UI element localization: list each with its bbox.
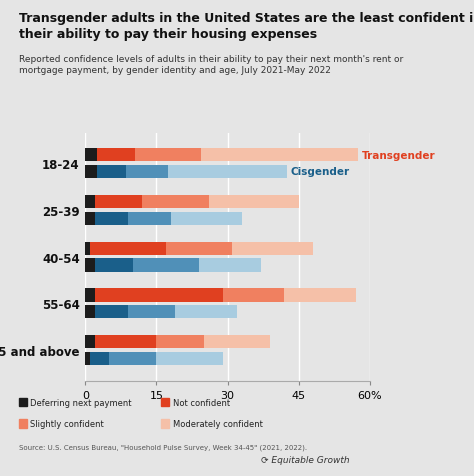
Bar <box>85 242 90 255</box>
Bar <box>95 336 156 348</box>
Bar <box>97 166 126 178</box>
Bar <box>209 195 299 208</box>
Text: ⟳ Equitable Growth: ⟳ Equitable Growth <box>261 455 349 464</box>
Text: Source: U.S. Census Bureau, "Household Pulse Survey, Week 34-45" (2021, 2022).: Source: U.S. Census Bureau, "Household P… <box>19 443 307 450</box>
Bar <box>85 306 95 319</box>
Bar <box>85 336 95 348</box>
Bar <box>90 352 109 366</box>
Bar <box>85 195 95 208</box>
Bar <box>85 149 97 162</box>
Text: Cisgender: Cisgender <box>291 167 350 177</box>
Bar <box>85 352 90 366</box>
Bar <box>126 166 168 178</box>
Bar <box>85 259 95 272</box>
Bar <box>135 149 201 162</box>
Text: Transgender adults in the United States are the least confident in
their ability: Transgender adults in the United States … <box>19 12 474 41</box>
Bar <box>223 289 284 302</box>
Bar <box>204 336 270 348</box>
Bar <box>171 212 242 225</box>
Bar <box>95 289 223 302</box>
Bar <box>90 242 166 255</box>
Bar <box>85 212 95 225</box>
Bar <box>85 289 95 302</box>
Bar <box>142 195 209 208</box>
Bar <box>175 306 237 319</box>
Bar <box>95 212 128 225</box>
Bar <box>232 242 313 255</box>
Bar <box>156 352 223 366</box>
Text: Moderately confident: Moderately confident <box>173 419 263 428</box>
Bar <box>85 166 97 178</box>
Text: Transgender: Transgender <box>362 150 435 160</box>
Text: Not confident: Not confident <box>173 398 230 407</box>
Bar <box>97 149 135 162</box>
Bar <box>109 352 156 366</box>
Bar <box>95 306 128 319</box>
Bar <box>95 259 133 272</box>
Bar <box>128 212 171 225</box>
Bar <box>168 166 287 178</box>
Bar <box>128 306 175 319</box>
Bar <box>284 289 356 302</box>
Text: Slightly confident: Slightly confident <box>30 419 104 428</box>
Bar <box>199 259 261 272</box>
Bar <box>95 195 142 208</box>
Bar <box>166 242 232 255</box>
Bar <box>156 336 204 348</box>
Text: Deferring next payment: Deferring next payment <box>30 398 132 407</box>
Bar <box>133 259 199 272</box>
Bar <box>201 149 358 162</box>
Text: Reported confidence levels of adults in their ability to pay their next month's : Reported confidence levels of adults in … <box>19 55 403 75</box>
